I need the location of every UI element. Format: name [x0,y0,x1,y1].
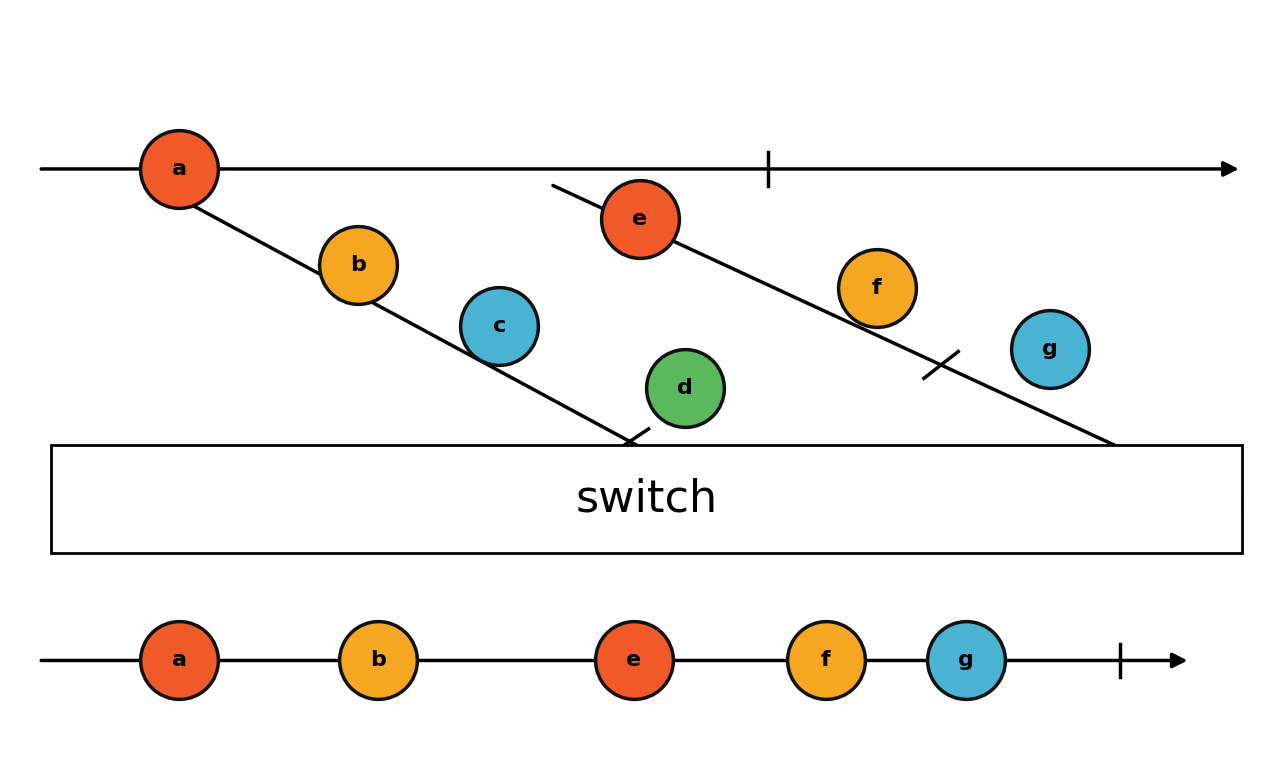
Text: d: d [677,378,692,398]
Text: a: a [172,650,187,670]
Text: c: c [493,316,506,336]
Text: e: e [632,209,648,229]
Text: b: b [370,650,385,670]
Text: g: g [1042,339,1057,359]
Text: e: e [626,650,641,670]
Text: switch: switch [575,478,718,521]
FancyBboxPatch shape [51,445,1242,553]
Text: a: a [172,159,187,179]
Text: f: f [872,278,882,298]
Text: f: f [820,650,831,670]
Text: b: b [351,255,366,275]
Text: g: g [959,650,974,670]
